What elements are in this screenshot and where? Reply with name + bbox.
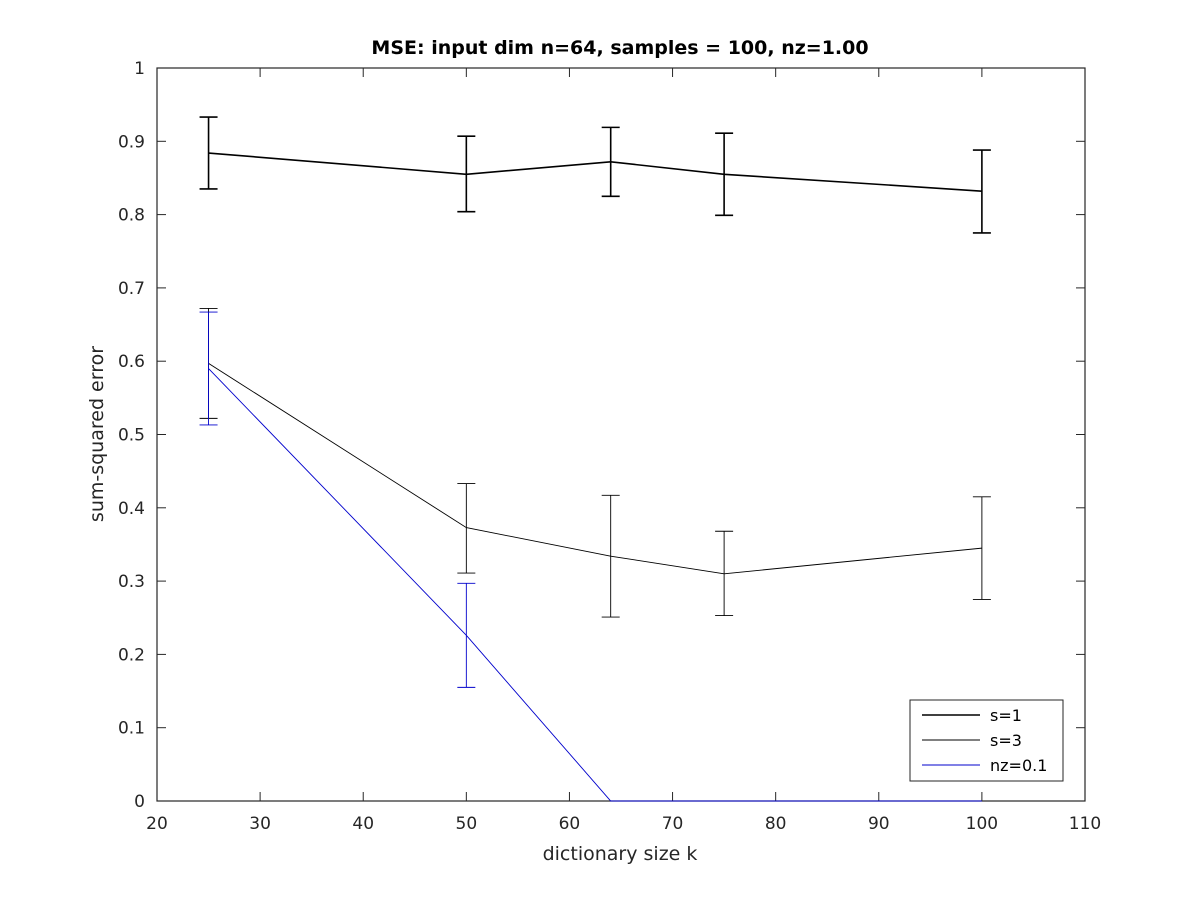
legend-box (909, 699, 1064, 782)
legend: s=1 s=3 nz=0.1 (909, 699, 1064, 782)
x-axis-title: dictionary size k (543, 843, 698, 865)
x-tick-label: 30 (249, 814, 271, 834)
y-tick-label: 0.2 (118, 645, 145, 665)
y-tick-label: 0.6 (118, 352, 145, 372)
legend-label: s=3 (990, 731, 1022, 750)
chart-title: MSE: input dim n=64, samples = 100, nz=1… (371, 37, 868, 59)
series-s-1 (199, 116, 991, 234)
y-tick-label: 0.5 (118, 426, 145, 446)
x-tick-label: 100 (966, 814, 998, 834)
y-tick-label: 0.4 (118, 499, 145, 519)
axes: 20 30 40 50 60 70 80 90 100 110 0 0.1 0.2 0.3 0.4 0.5 0.… (118, 59, 1101, 834)
series-nz-0-1 (199, 311, 982, 802)
x-tick-label: 20 (146, 814, 168, 834)
y-tick-label: 1 (134, 59, 145, 79)
y-tick-label: 0.9 (118, 132, 145, 152)
x-tick-label: 110 (1069, 814, 1101, 834)
legend-label: nz=0.1 (990, 756, 1047, 775)
x-tick-label: 80 (765, 814, 787, 834)
y-tick-label: 0.8 (118, 206, 145, 226)
y-tick-label: 0 (134, 792, 145, 812)
x-tick-label: 40 (352, 814, 374, 834)
legend-label: s=1 (990, 706, 1022, 725)
x-tick-label: 60 (559, 814, 581, 834)
x-tick-label: 50 (456, 814, 478, 834)
series-layer (199, 116, 991, 802)
y-tick-label: 0.7 (118, 279, 145, 299)
y-axis-title: sum-squared error (86, 346, 108, 522)
y-tick-label: 0.1 (118, 719, 145, 739)
x-tick-label: 90 (868, 814, 890, 834)
y-tick-label: 0.3 (118, 572, 145, 592)
x-tick-label: 70 (662, 814, 684, 834)
